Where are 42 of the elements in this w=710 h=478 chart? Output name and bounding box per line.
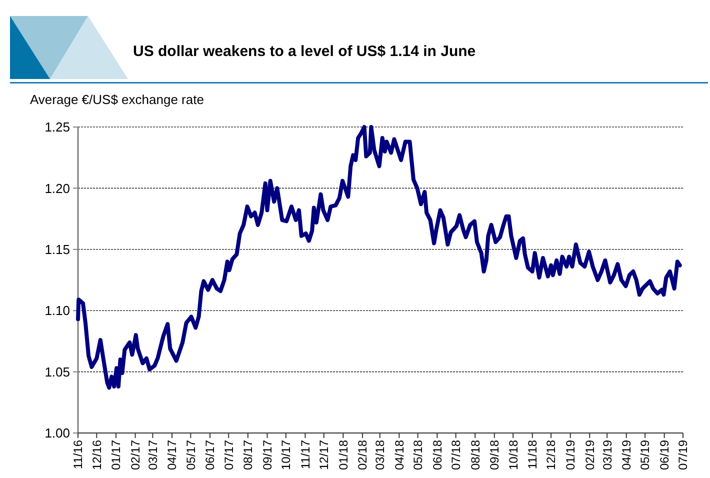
- x-tick-label: 02/19: [582, 440, 597, 470]
- x-tick-label: 03/19: [600, 440, 614, 470]
- x-tick-label: 11/18: [526, 440, 540, 470]
- x-tick-label: 05/18: [411, 440, 426, 470]
- x-tick-label: 02/18: [356, 440, 370, 470]
- y-tick-label: 1.10: [44, 303, 70, 318]
- x-tick-label: 02/17: [128, 440, 142, 470]
- x-tick-label: 12/17: [317, 440, 332, 470]
- x-tick-label: 08/18: [468, 440, 482, 470]
- y-tick-label: 1.15: [44, 242, 70, 257]
- chart-title: US dollar weakens to a level of US$ 1.14 in June: [133, 43, 476, 60]
- y-tick-label: 1.05: [44, 364, 70, 380]
- x-tick-label: 06/18: [430, 440, 444, 470]
- x-tick-label: 04/18: [392, 440, 406, 470]
- x-tick-label: 10/17: [279, 440, 294, 470]
- x-tick-label: 03/17: [146, 440, 160, 470]
- x-tick-label: 09/17: [260, 440, 274, 470]
- x-tick-label: 11/17: [298, 440, 312, 470]
- x-tick-label: 09/18: [488, 440, 502, 470]
- x-tick-label: 07/17: [222, 440, 236, 470]
- x-tick-label: 07/18: [449, 440, 464, 470]
- x-tick-label: 01/17: [109, 440, 124, 470]
- x-tick-label: 06/17: [203, 440, 218, 470]
- x-tick-label: 01/18: [336, 440, 350, 470]
- x-tick-label: 04/19: [620, 440, 634, 470]
- y-tick-label: 1.00: [44, 426, 70, 441]
- x-tick-label: 11/16: [71, 440, 86, 470]
- x-tick-label: 01/19: [564, 440, 578, 470]
- x-tick-label: 08/17: [241, 440, 256, 470]
- x-tick-label: 12/16: [90, 440, 104, 470]
- x-tick-label: 10/18: [506, 440, 520, 470]
- x-tick-label: 04/17: [165, 440, 180, 470]
- y-tick-label: 1.20: [44, 180, 70, 196]
- x-tick-label: 03/18: [373, 440, 388, 470]
- y-tick-label: 1.25: [44, 120, 70, 135]
- x-tick-label: 06/19: [658, 440, 672, 470]
- x-tick-label: 05/17: [184, 440, 198, 470]
- x-tick-label: 12/18: [544, 440, 558, 470]
- y-axis-title: Average €/US$ exchange rate: [30, 92, 204, 107]
- x-tick-label: 05/19: [638, 440, 652, 470]
- x-tick-label: 07/19: [676, 440, 690, 470]
- line-series: [76, 125, 682, 390]
